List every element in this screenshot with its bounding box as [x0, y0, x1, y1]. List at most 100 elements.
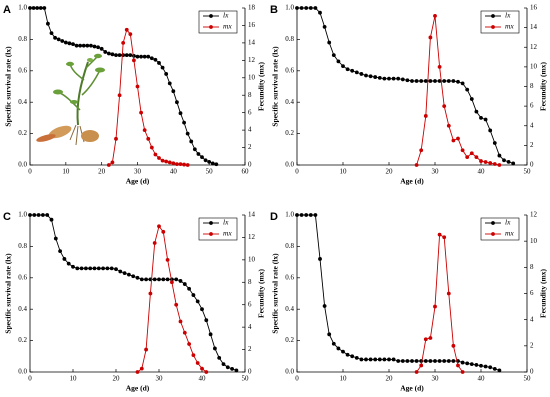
data-point: [207, 159, 212, 164]
data-point: [161, 229, 166, 234]
data-point: [135, 370, 140, 374]
x-tick-label: 20: [386, 168, 394, 176]
data-point: [132, 58, 136, 63]
y-tick-label: 0.0: [285, 368, 294, 376]
x-tick-label: 10: [70, 375, 78, 383]
data-point: [299, 6, 304, 10]
data-point: [345, 67, 350, 72]
data-point: [354, 70, 359, 75]
data-point: [322, 24, 327, 29]
y-tick-label: 0.0: [18, 161, 27, 169]
legend-label: mx: [505, 229, 514, 238]
x-tick-label: 30: [432, 168, 440, 176]
data-point: [165, 277, 170, 282]
data-point: [497, 163, 502, 167]
data-point: [161, 277, 166, 282]
data-point: [410, 359, 414, 363]
legend-marker: [209, 25, 213, 29]
y2-tick-label: 8: [248, 91, 252, 99]
data-point: [479, 363, 483, 368]
data-point: [400, 77, 405, 82]
data-point: [160, 158, 165, 163]
data-point: [492, 141, 497, 145]
data-point: [149, 145, 154, 150]
data-point: [42, 6, 47, 10]
data-point: [165, 257, 170, 262]
y-tick-label: 0.2: [18, 129, 27, 137]
data-point: [400, 359, 405, 363]
data-point: [195, 299, 200, 304]
y-axis-label: Specific survival rate (lx): [271, 46, 280, 127]
data-point: [225, 365, 230, 370]
data-point: [182, 120, 186, 125]
x-tick-label: 0: [28, 375, 32, 383]
x-tick-label: 40: [478, 168, 486, 176]
plant-illustration: [36, 53, 105, 146]
data-point: [121, 40, 126, 45]
y2-tick-label: 10: [248, 255, 256, 263]
data-point: [446, 291, 451, 296]
y2-tick-label: 2: [530, 341, 534, 349]
data-point: [28, 6, 32, 10]
data-point: [350, 354, 355, 359]
y2-tick-label: 2: [248, 143, 252, 151]
y2-tick-label: 8: [248, 278, 252, 286]
data-point: [230, 366, 235, 371]
data-point: [359, 72, 364, 76]
data-point: [148, 291, 153, 296]
data-point: [331, 341, 336, 346]
data-point: [423, 114, 428, 118]
data-point: [46, 21, 50, 26]
data-point: [152, 277, 157, 282]
data-point: [175, 100, 179, 105]
data-point: [28, 213, 32, 217]
y-tick-label: 1.0: [285, 4, 294, 12]
data-point: [200, 366, 204, 371]
y-tick-label: 1.0: [18, 4, 27, 12]
data-point: [88, 266, 93, 271]
data-point: [308, 213, 313, 217]
data-point: [58, 249, 62, 254]
data-point: [341, 64, 345, 68]
data-point: [139, 54, 143, 59]
panel: C 0 10 20 30 40 50 0.0 0.2 0.4 0.6 0.8 1.0 0 2 4 6 8 10 12 1…: [3, 211, 266, 393]
data-point: [479, 159, 483, 163]
data-point: [144, 347, 149, 352]
data-point: [483, 117, 488, 122]
data-point: [433, 304, 437, 309]
data-point: [295, 6, 299, 10]
data-point: [84, 266, 88, 271]
y-tick-label: 0.6: [285, 66, 294, 74]
legend-box: [198, 217, 238, 241]
data-point: [157, 277, 161, 282]
y2-tick-label: 12: [248, 233, 256, 241]
data-point: [191, 353, 196, 358]
y-tick-label: 0.8: [18, 242, 27, 250]
data-point: [142, 54, 147, 59]
data-point: [364, 357, 368, 362]
data-point: [414, 359, 419, 363]
data-point: [405, 78, 410, 83]
legend-label: lx: [505, 11, 511, 20]
data-point: [89, 43, 93, 48]
data-point: [157, 156, 161, 160]
data-point: [318, 10, 322, 15]
y2-tick-label: 12: [530, 43, 538, 51]
data-point: [31, 6, 36, 10]
data-point: [428, 79, 433, 83]
x-axis-label: Age (d): [126, 384, 150, 393]
data-point: [437, 64, 442, 69]
data-point: [368, 357, 373, 362]
x-axis-label: Age (d): [400, 177, 424, 186]
legend-marker: [491, 232, 495, 236]
x-tick-label: 20: [386, 375, 394, 383]
data-point: [131, 274, 136, 279]
data-point: [437, 79, 442, 83]
panel-label: D: [270, 211, 278, 223]
data-point: [110, 160, 115, 165]
data-point: [187, 286, 192, 291]
data-point: [304, 6, 309, 10]
x-tick-label: 10: [340, 375, 348, 383]
data-point: [208, 332, 213, 337]
